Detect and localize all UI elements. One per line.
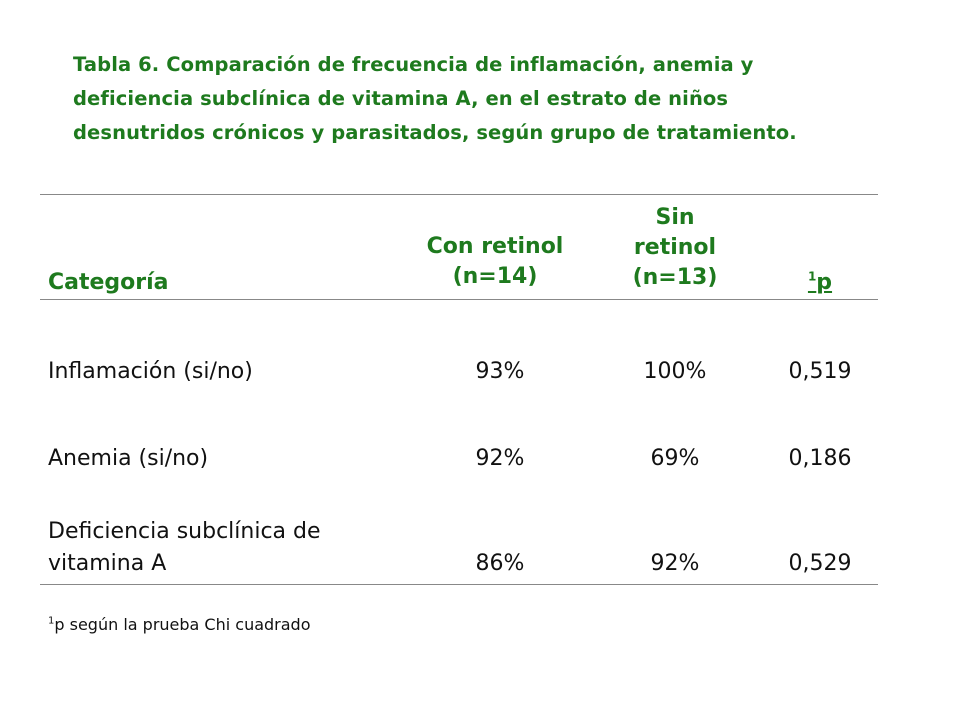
header-sin-retinol-line-1: Sin (655, 205, 695, 230)
row-2-sin-retinol: 69% (650, 446, 700, 471)
header-p: 1p (780, 268, 860, 298)
title-line-3: desnutridos crónicos y parasitados, segú… (73, 121, 797, 144)
row-2-categoria: Anemia (si/no) (48, 446, 209, 471)
header-bottom-rule (40, 299, 878, 300)
footnote-superscript: 1 (48, 615, 55, 627)
row-3-con-retinol: 86% (475, 551, 525, 576)
footnote: 1p según la prueba Chi cuadrado (48, 614, 311, 636)
row-3-categoria: Deficiencia subclínica de vitamina A (48, 516, 321, 580)
header-con-retinol: Con retinol (n=14) (400, 232, 590, 292)
header-con-retinol-line-1: Con retinol (426, 234, 564, 259)
header-p-label: p (816, 270, 833, 295)
title-line-1: Tabla 6. Comparación de frecuencia de in… (73, 53, 754, 76)
row-3-categoria-line-2: vitamina A (48, 551, 167, 576)
row-1-sin-retinol: 100% (643, 359, 707, 384)
row-1-p: 0,519 (788, 359, 852, 384)
row-3-categoria-line-1: Deficiencia subclínica de (48, 519, 321, 544)
row-2-con-retinol: 92% (475, 446, 525, 471)
row-1-con-retinol: 93% (475, 359, 525, 384)
row-3-p: 0,529 (788, 551, 852, 576)
footnote-text: p según la prueba Chi cuadrado (54, 615, 311, 634)
row-1-categoria: Inflamación (si/no) (48, 359, 253, 384)
header-sin-retinol: Sin retinol (n=13) (590, 203, 760, 293)
header-p-superscript: 1 (807, 269, 817, 284)
header-con-retinol-line-2: (n=14) (452, 264, 538, 289)
header-sin-retinol-line-3: (n=13) (632, 265, 718, 290)
title-line-2: deficiencia subclínica de vitamina A, en… (73, 87, 729, 110)
row-2-p: 0,186 (788, 446, 852, 471)
row-3-sin-retinol: 92% (650, 551, 700, 576)
table-title: Tabla 6. Comparación de frecuencia de in… (73, 48, 873, 150)
table-bottom-rule (40, 584, 878, 585)
header-categoria: Categoría (48, 270, 169, 295)
header-sin-retinol-line-2: retinol (633, 235, 717, 260)
table-top-rule (40, 194, 878, 195)
